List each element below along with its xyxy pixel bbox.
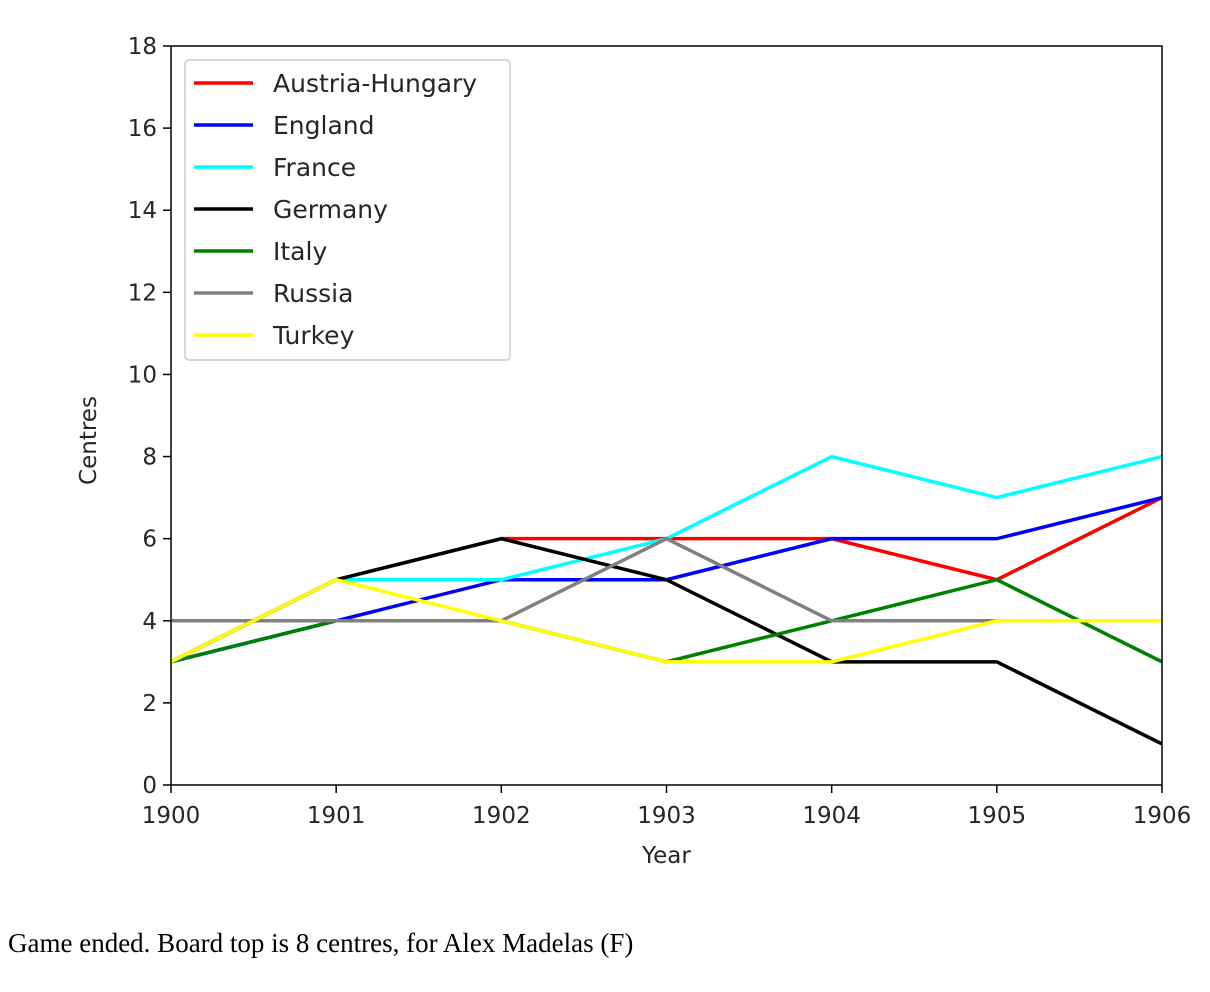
legend-label: Russia [273, 279, 353, 308]
series-line-turkey [170, 577, 1162, 664]
y-tick-label: 0 [142, 773, 157, 799]
legend-item-italy: Italy [194, 237, 327, 266]
legend-item-turkey: Turkey [194, 321, 355, 350]
x-tick-label: 1904 [802, 803, 861, 829]
y-tick-label: 6 [142, 527, 157, 553]
x-axis: 1900 1901 1902 1903 1904 1905 1906 [142, 785, 1192, 829]
legend-label: England [273, 111, 375, 140]
legend-label: Germany [273, 195, 388, 224]
y-tick-label: 8 [142, 445, 157, 471]
x-tick-label: 1906 [1133, 803, 1192, 829]
x-tick-label: 1902 [472, 803, 531, 829]
x-tick-label: 1903 [637, 803, 696, 829]
y-tick-label: 10 [128, 362, 157, 388]
x-axis-label: Year [641, 843, 691, 869]
y-tick-label: 18 [128, 34, 157, 60]
legend-item-england: England [194, 111, 375, 140]
game-status-caption: Game ended. Board top is 8 centres, for … [8, 928, 634, 958]
y-tick-label: 14 [128, 198, 157, 224]
y-axis-label: Centres [76, 396, 102, 485]
legend-item-france: France [194, 153, 356, 182]
legend-label: Italy [273, 237, 327, 266]
legend-item-russia: Russia [194, 279, 353, 308]
legend-label: France [273, 153, 356, 182]
series-line-germany [170, 536, 1163, 746]
legend-item-austria-hungary: Austria-Hungary [194, 69, 477, 98]
series-layer [170, 454, 1163, 746]
line-chart: 1900 1901 1902 1903 1904 1905 1906 0 2 4 6 8 10 12 14… [76, 34, 1192, 869]
x-tick-label: 1905 [968, 803, 1027, 829]
legend: Austria-Hungary England France Germany Italy… [184, 59, 511, 361]
y-tick-label: 12 [128, 280, 157, 306]
series-line-france [170, 454, 1163, 664]
y-axis: 0 2 4 6 8 10 12 14 16 18 [128, 34, 171, 799]
y-tick-label: 4 [142, 609, 157, 635]
x-tick-label: 1900 [142, 803, 201, 829]
x-tick-label: 1901 [307, 803, 366, 829]
legend-label: Turkey [272, 321, 355, 350]
legend-item-germany: Germany [194, 195, 388, 224]
y-tick-label: 16 [128, 116, 157, 142]
y-tick-label: 2 [142, 691, 157, 717]
legend-label: Austria-Hungary [273, 69, 477, 98]
legend-box [184, 59, 511, 361]
